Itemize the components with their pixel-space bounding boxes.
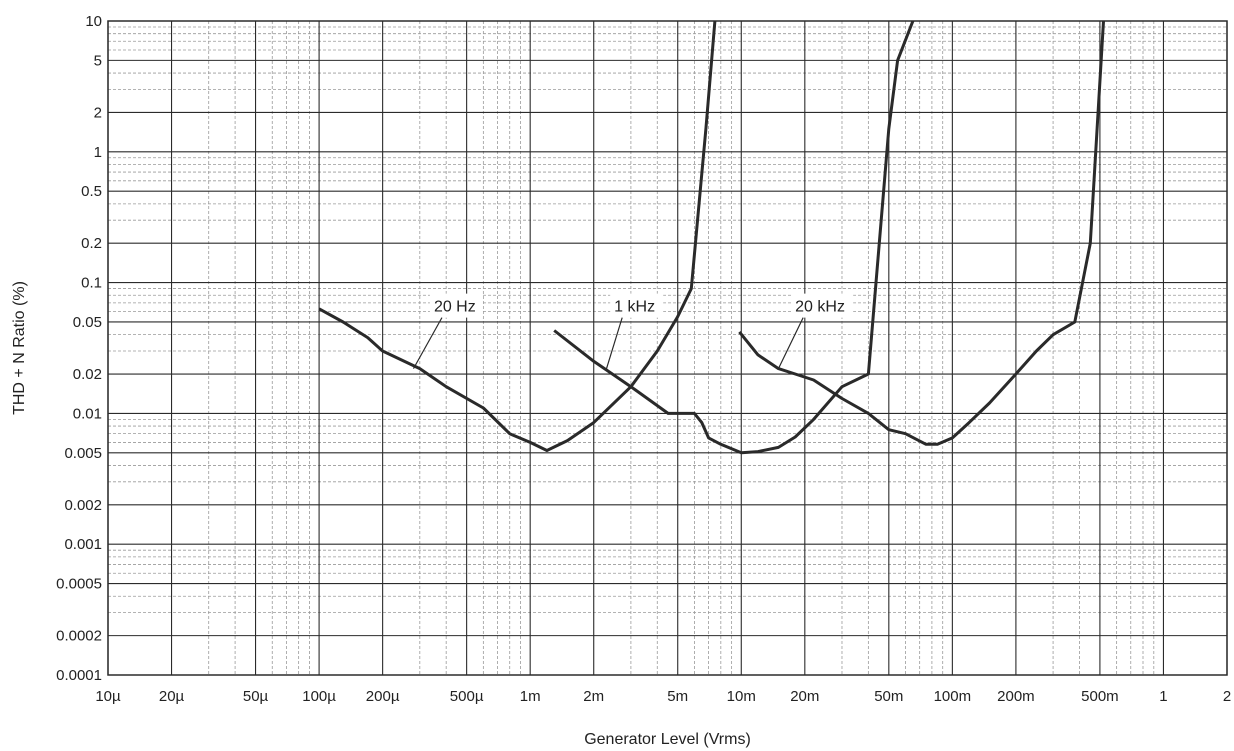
y-tick-label: 0.01	[73, 405, 102, 422]
y-tick-label: 0.05	[73, 314, 102, 331]
curve-label-background	[791, 293, 854, 318]
curve-label: 20 Hz	[434, 299, 476, 316]
curve-label-leader	[605, 317, 623, 369]
x-tick-labels: 10µ 20µ 50µ 100µ 200µ 500µ 1m 2m 5m 10m 20m 50m 100m…	[95, 688, 1231, 705]
y-tick-label: 2	[94, 104, 102, 121]
series-line-20-hz	[318, 20, 717, 452]
annotations: 20 Hz 1 kHz 20 kHz	[412, 293, 854, 369]
x-axis-title: Generator Level (Vrms)	[584, 731, 751, 748]
series-line-20-khz	[738, 20, 1105, 446]
x-tick-label: 10µ	[95, 688, 121, 705]
y-tick-label: 0.001	[64, 536, 102, 553]
x-tick-label: 5m	[667, 688, 688, 705]
x-tick-label: 2m	[583, 688, 604, 705]
y-tick-label: 0.0005	[56, 576, 102, 593]
curve-label: 1 kHz	[614, 299, 655, 316]
curve-label: 20 kHz	[795, 299, 845, 316]
x-tick-label: 500µ	[450, 688, 484, 705]
x-tick-label: 1m	[520, 688, 541, 705]
y-tick-label: 0.0001	[56, 667, 102, 684]
x-tick-label: 100m	[934, 688, 972, 705]
x-tick-label: 1	[1159, 688, 1167, 705]
x-tick-label: 200m	[997, 688, 1035, 705]
y-tick-label: 1	[94, 144, 102, 161]
curve-label-leader	[412, 317, 443, 369]
curve-label-background	[610, 293, 664, 318]
x-tick-label: 500m	[1081, 688, 1119, 705]
y-axis-title: THD + N Ratio (%)	[11, 281, 28, 415]
curve-label-leader	[777, 317, 804, 369]
y-tick-label: 0.0002	[56, 628, 102, 645]
y-tick-label: 0.2	[81, 235, 102, 252]
curve-label-background	[429, 293, 483, 318]
x-tick-label: 2	[1223, 688, 1231, 705]
x-tick-label: 20m	[790, 688, 819, 705]
curves	[318, 20, 1105, 455]
x-tick-label: 10m	[727, 688, 756, 705]
x-tick-label: 20µ	[159, 688, 185, 705]
y-tick-label: 0.005	[64, 445, 102, 462]
x-tick-label: 100µ	[302, 688, 336, 705]
plot-frame	[107, 20, 1228, 676]
y-tick-label: 0.5	[81, 183, 102, 200]
y-tick-label: 5	[94, 52, 102, 69]
y-tick-label: 10	[85, 13, 102, 30]
y-tick-labels: 10 5 2 1 0.5 0.2 0.1 0.05 0.02 0.01 0.005 0.002 0.00…	[56, 13, 102, 684]
x-tick-label: 200µ	[366, 688, 400, 705]
y-tick-label: 0.1	[81, 275, 102, 292]
x-tick-label: 50m	[874, 688, 903, 705]
y-tick-label: 0.002	[64, 497, 102, 514]
grid	[107, 20, 1228, 676]
y-tick-label: 0.02	[73, 366, 102, 383]
x-tick-label: 50µ	[243, 688, 269, 705]
series-line-1-khz	[553, 20, 915, 455]
